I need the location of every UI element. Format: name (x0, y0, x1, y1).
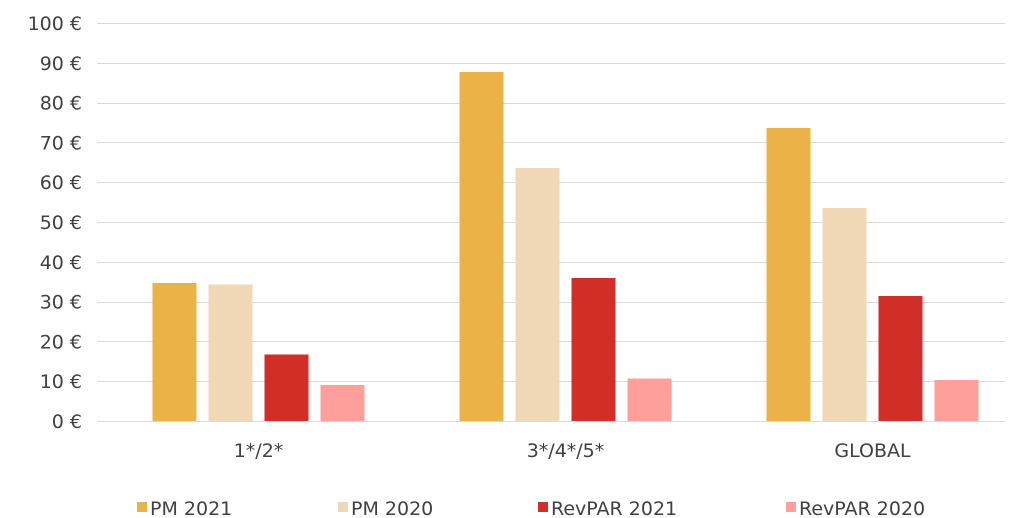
y-axis: 0 € 10 € 20 € 30 € 40 € 50 € 60 € 70 € 80 € 90 € 1… (28, 13, 82, 433)
y-tick-label: 70 € (40, 132, 82, 154)
y-tick-label: 80 € (40, 93, 82, 115)
y-tick-label: 10 € (40, 371, 82, 393)
x-tick-label-1-2: 1*/2* (234, 440, 284, 462)
bar-pm-2021-global (766, 128, 811, 421)
legend-marker-pm-2021 (137, 502, 147, 512)
y-tick-label: 60 € (40, 172, 82, 194)
y-tick-label: 100 € (28, 13, 82, 35)
bar-pm-2020-3-4-5 (515, 167, 560, 421)
y-tick-label: 30 € (40, 292, 82, 314)
legend-marker-pm-2020 (338, 502, 348, 512)
legend-label-revpar-2021: RevPAR 2021 (551, 498, 677, 518)
legend-marker-revpar-2020 (786, 502, 796, 512)
bar-revpar-2020-global (934, 380, 979, 421)
bar-revpar-2020-3-4-5 (627, 378, 672, 421)
bar-revpar-2021-global (878, 296, 923, 421)
bar-pm-2020-global (822, 208, 867, 421)
bar-pm-2021-3-4-5 (459, 71, 504, 421)
y-tick-label: 0 € (52, 411, 82, 433)
y-tick-label: 50 € (40, 212, 82, 234)
legend-label-pm-2021: PM 2021 (150, 498, 232, 518)
bar-revpar-2020-1-2 (320, 385, 365, 421)
y-tick-label: 90 € (40, 53, 82, 75)
x-axis: 1*/2* 3*/4*/5* GLOBAL (234, 440, 911, 462)
legend-marker-revpar-2021 (538, 502, 548, 512)
x-tick-label-global: GLOBAL (834, 440, 911, 462)
bar-revpar-2021-1-2 (264, 354, 309, 421)
bar-pm-2021-1-2 (152, 282, 197, 421)
bar-revpar-2021-3-4-5 (571, 278, 616, 421)
bar-pm-2020-1-2 (208, 284, 253, 421)
legend: PM 2021 PM 2020 RevPAR 2021 RevPAR 2020 (137, 498, 925, 518)
y-tick-label: 20 € (40, 331, 82, 353)
x-tick-label-3-4-5: 3*/4*/5* (527, 440, 605, 462)
legend-label-pm-2020: PM 2020 (351, 498, 433, 518)
y-tick-label: 40 € (40, 252, 82, 274)
legend-label-revpar-2020: RevPAR 2020 (799, 498, 925, 518)
bars (152, 71, 979, 421)
